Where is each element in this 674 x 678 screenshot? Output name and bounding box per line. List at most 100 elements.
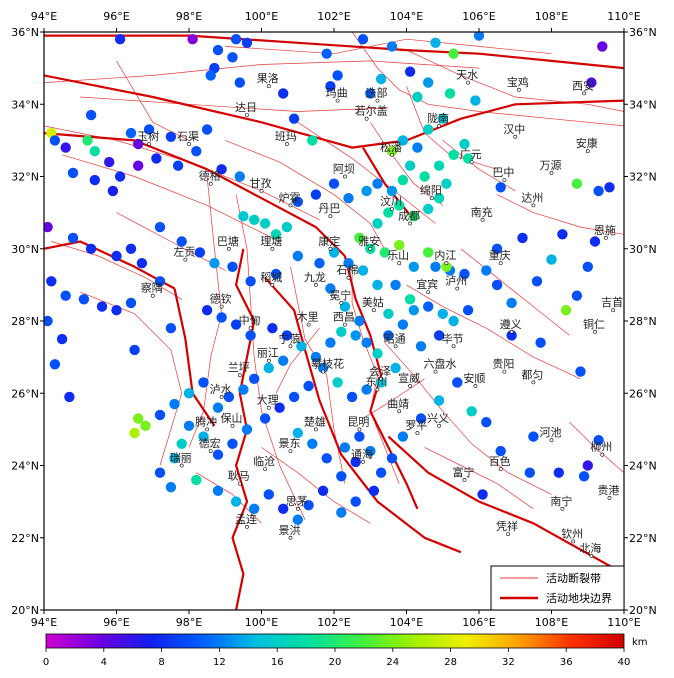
earthquake-point <box>165 482 177 493</box>
earthquake-point <box>125 127 137 139</box>
city-marker <box>187 142 191 146</box>
earthquake-point <box>383 308 394 319</box>
earthquake-point <box>531 276 543 287</box>
colorbar-tick-label: 0 <box>43 657 49 668</box>
city-label: 凭祥 <box>496 519 518 533</box>
city-label: 宜宾 <box>416 277 438 291</box>
earthquake-point <box>230 496 242 507</box>
earthquake-point <box>354 315 365 327</box>
city-label: 班玛 <box>275 130 297 143</box>
earthquake-point <box>194 247 206 258</box>
city-label: 炉霍 <box>279 191 301 204</box>
earthquake-point <box>473 32 485 41</box>
earthquake-point <box>423 247 434 258</box>
legend-boundary-label: 活动地块边界 <box>546 592 612 605</box>
city-label: 汉中 <box>503 123 525 136</box>
earthquake-point <box>238 211 249 222</box>
earthquake-point <box>336 326 347 337</box>
earthquake-point <box>390 279 401 291</box>
earthquake-point <box>238 384 249 395</box>
city-label: 美姑 <box>362 296 384 309</box>
city-marker <box>502 178 507 183</box>
earthquake-point <box>154 467 166 478</box>
lon-tick-label-top: 106°E <box>462 10 495 23</box>
earthquake-point <box>89 174 101 186</box>
city-marker <box>451 344 456 349</box>
city-label: 景东 <box>279 437 301 450</box>
city-marker <box>150 293 155 298</box>
earthquake-point <box>85 243 97 254</box>
city-label: 成都 <box>398 210 420 223</box>
depth-colorbar: 0 4 8 12 16 20 24 28 32 36 40 km <box>43 633 648 668</box>
earthquake-point <box>354 431 365 442</box>
lat-tick-label-right: 28°N <box>629 315 657 328</box>
earthquake-point <box>430 37 441 48</box>
lon-tick-label-bottom: 100°E <box>245 616 278 629</box>
earthquake-point <box>67 232 79 244</box>
city-label: 贵阳 <box>492 358 514 371</box>
earthquake-point <box>433 160 445 171</box>
earthquake-point <box>404 66 416 77</box>
city-marker <box>549 438 554 443</box>
city-label: 柳州 <box>590 440 612 454</box>
earthquake-point <box>517 232 528 244</box>
earthquake-point <box>339 442 351 453</box>
earthquake-point <box>361 384 372 395</box>
city-marker <box>270 282 275 287</box>
city-label: 恩施 <box>594 224 616 237</box>
earthquake-point <box>604 182 615 193</box>
earthquake-point <box>241 424 253 435</box>
city-marker <box>408 221 413 226</box>
earthquake-point <box>372 218 383 229</box>
city-marker <box>335 98 340 103</box>
earthquake-point <box>111 305 122 316</box>
city-marker <box>328 214 333 219</box>
city-label: 广元 <box>460 148 482 161</box>
earthquake-point <box>506 330 517 341</box>
lat-tick-label-right: 26°N <box>629 387 657 400</box>
city-label: 陇南 <box>427 111 449 125</box>
lat-tick-label-left: 20°N <box>11 604 39 617</box>
city-marker <box>390 207 394 211</box>
earthquake-point <box>336 507 347 518</box>
earthquake-point <box>578 471 590 482</box>
earthquake-point <box>230 319 242 330</box>
city-label: 天水 <box>456 69 478 82</box>
lon-tick-label-top: 110°E <box>607 10 640 23</box>
earthquake-point <box>462 305 474 316</box>
city-marker <box>230 423 235 428</box>
city-marker <box>517 87 521 92</box>
earthquake-point <box>49 359 61 370</box>
earthquake-point <box>586 77 597 88</box>
earthquake-point <box>165 131 177 142</box>
earthquake-point <box>278 355 289 366</box>
earthquake-point <box>212 485 224 496</box>
earthquake-point <box>386 453 398 464</box>
earthquake-point <box>332 377 343 388</box>
earthquake-point <box>397 135 409 146</box>
earthquake-point <box>78 294 90 305</box>
earthquake-point <box>230 34 242 45</box>
earthquake-point <box>321 453 332 464</box>
earthquake-point <box>394 239 405 251</box>
colorbar-tick-label: 4 <box>101 657 107 668</box>
earthquake-point <box>227 52 238 63</box>
earthquake-point <box>133 160 144 171</box>
earthquake-point <box>397 319 409 330</box>
city-marker <box>237 481 242 486</box>
earthquake-point <box>404 294 416 305</box>
city-marker <box>266 358 271 363</box>
earthquake-point <box>259 218 271 229</box>
city-marker <box>270 246 275 251</box>
earthquake-point <box>198 431 209 442</box>
city-label: 宣威 <box>398 371 420 385</box>
city-label: 理塘 <box>260 234 282 248</box>
city-marker <box>226 246 231 251</box>
lon-tick-label-top: 104°E <box>390 10 423 23</box>
earthquake-point <box>408 305 419 316</box>
city-label: 泸水 <box>210 383 232 396</box>
earthquake-point <box>419 171 430 182</box>
city-label: 宁蒗 <box>279 331 301 345</box>
earthquake-point <box>125 297 137 309</box>
